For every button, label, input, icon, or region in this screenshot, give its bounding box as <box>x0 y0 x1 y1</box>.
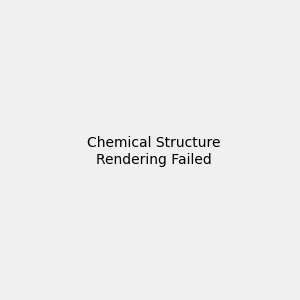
Text: Chemical Structure
Rendering Failed: Chemical Structure Rendering Failed <box>87 136 220 166</box>
